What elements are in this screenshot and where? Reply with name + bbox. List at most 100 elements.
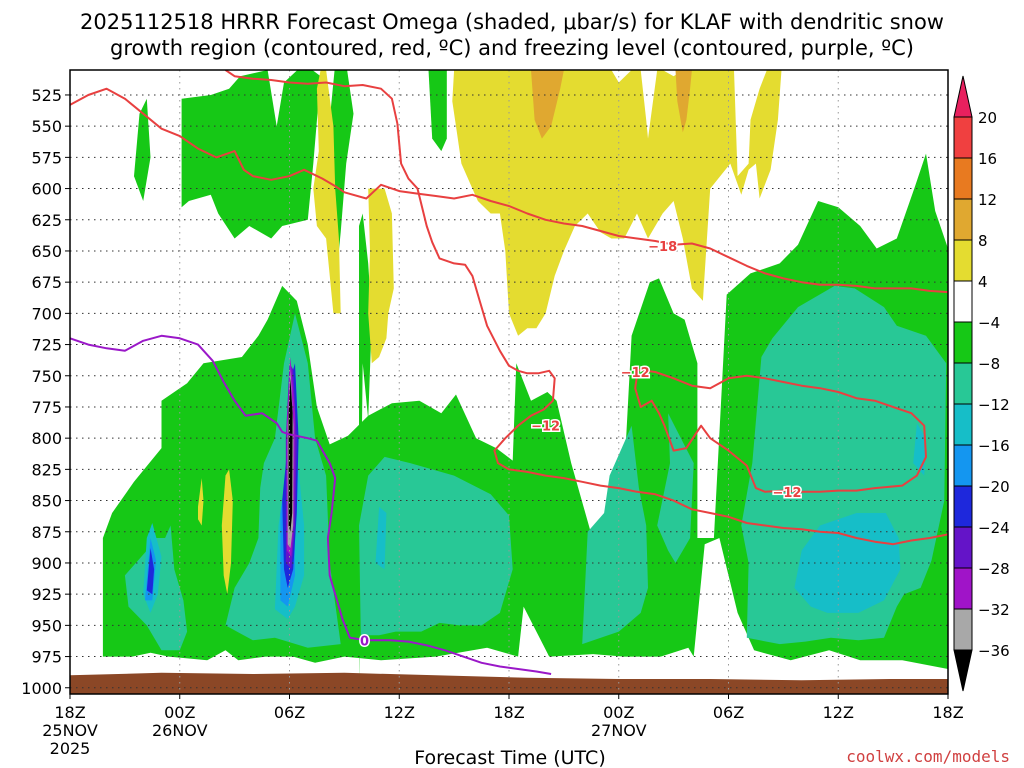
plot-area: −18 −12 −12 −12 0 xyxy=(69,69,949,695)
y-tick-label-775: 775 xyxy=(31,398,62,417)
colorbar-label-0: 20 xyxy=(978,109,997,127)
y-tick-label-750: 750 xyxy=(31,367,62,386)
colorbar-label-11: −28 xyxy=(978,560,1010,578)
y-tick-label-925: 925 xyxy=(31,585,62,604)
y-tick-label-650: 650 xyxy=(31,242,62,261)
x-tick-label-30: 00Z xyxy=(603,703,634,722)
omega-region-14 xyxy=(375,506,387,570)
colorbar-label-5: −4 xyxy=(978,314,1000,332)
omega-region-19 xyxy=(146,548,155,595)
colorbar-label-10: −24 xyxy=(978,519,1010,537)
x-tick-label-48: 18Z xyxy=(932,703,963,722)
colorbar-box-5 xyxy=(953,321,973,364)
omega-region-8 xyxy=(359,456,513,636)
grid-lines xyxy=(70,70,948,694)
colorbar-label-1: 16 xyxy=(978,150,997,168)
colorbar-box-8 xyxy=(953,444,973,487)
omega-region-4 xyxy=(359,213,372,688)
y-tick-label-950: 950 xyxy=(31,616,62,635)
y-axis: 525 550 575 600 625 650 675 700 725 750 775 800 825 8… xyxy=(21,86,70,698)
contour-labels: −18 −12 −12 −12 0 xyxy=(358,238,803,650)
colorbar-box-4 xyxy=(953,280,973,323)
chart-title-line1: 2025112518 HRRR Forecast Omega (shaded, … xyxy=(80,10,944,34)
contour-line-1 xyxy=(224,70,948,546)
y-tick-label-625: 625 xyxy=(31,211,62,230)
x-axis-label: Forecast Time (UTC) xyxy=(414,747,605,768)
y-tick-label-850: 850 xyxy=(31,492,62,511)
colorbar-label-9: −20 xyxy=(978,478,1010,496)
colorbar-box-11 xyxy=(953,567,973,610)
colorbar: 20 16 12 8 4 −4 −8 −12 −16 −20 −24 −28 −32 −36 xyxy=(953,75,1010,692)
x-tick-year-0: 2025 xyxy=(50,739,91,758)
contour-label-2: −12 xyxy=(531,420,560,435)
omega-region-7 xyxy=(225,313,341,648)
x-tick-label-18: 12Z xyxy=(384,703,415,722)
colorbar-label-8: −16 xyxy=(978,437,1010,455)
omega-region-15 xyxy=(794,513,901,613)
colorbar-box-12 xyxy=(953,608,973,651)
y-tick-label-975: 975 xyxy=(31,648,62,667)
colorbar-bottom-arrow xyxy=(953,649,973,692)
omega-region-10 xyxy=(657,413,694,563)
colorbar-box-6 xyxy=(953,362,973,405)
x-tick-label-12: 06Z xyxy=(274,703,305,722)
x-tick-label-36: 06Z xyxy=(713,703,744,722)
contour-line-2 xyxy=(634,368,927,493)
credit-text: coolwx.com/models xyxy=(846,747,1010,766)
omega-region-29 xyxy=(198,478,204,526)
omega-region-26 xyxy=(368,188,394,364)
colorbar-box-9 xyxy=(953,485,973,528)
omega-region-5 xyxy=(428,70,447,152)
contour-label-4: 0 xyxy=(360,634,369,649)
colorbar-label-3: 8 xyxy=(978,232,988,250)
omega-shading xyxy=(70,70,948,694)
colorbar-label-2: 12 xyxy=(978,191,997,209)
y-tick-label-1000: 1000 xyxy=(21,679,62,698)
colorbar-box-2 xyxy=(953,198,973,241)
y-tick-label-550: 550 xyxy=(31,117,62,136)
y-tick-label-800: 800 xyxy=(31,429,62,448)
contour-line-3 xyxy=(70,334,552,675)
colorbar-box-1 xyxy=(953,157,973,200)
omega-region-25 xyxy=(452,70,782,336)
colorbar-box-7 xyxy=(953,403,973,446)
colorbar-top-arrow xyxy=(953,75,973,118)
y-tick-label-825: 825 xyxy=(31,460,62,479)
x-tick-date-6: 26NOV xyxy=(152,721,208,740)
colorbar-label-7: −12 xyxy=(978,396,1010,414)
omega-region-3 xyxy=(134,98,151,201)
omega-region-9 xyxy=(582,425,648,645)
contour-label-1: −12 xyxy=(621,366,650,381)
contour-line-0 xyxy=(70,87,948,294)
contour-lines xyxy=(70,70,948,675)
omega-region-31 xyxy=(675,70,692,133)
y-tick-label-600: 600 xyxy=(31,180,62,199)
y-tick-label-700: 700 xyxy=(31,304,62,323)
y-tick-label-725: 725 xyxy=(31,336,62,355)
contour-label-3: −12 xyxy=(773,486,802,501)
omega-region-27 xyxy=(313,70,341,314)
contour-label-0: −18 xyxy=(648,240,677,255)
colorbar-label-6: −8 xyxy=(978,355,1000,373)
y-tick-label-575: 575 xyxy=(31,148,62,167)
colorbar-label-4: 4 xyxy=(978,273,988,291)
colorbar-box-3 xyxy=(953,239,973,282)
x-tick-label-42: 12Z xyxy=(823,703,854,722)
omega-region-1 xyxy=(181,70,321,239)
y-tick-label-900: 900 xyxy=(31,554,62,573)
y-tick-label-875: 875 xyxy=(31,523,62,542)
y-tick-label-525: 525 xyxy=(31,86,62,105)
colorbar-box-0 xyxy=(953,116,973,159)
colorbar-label-13: −36 xyxy=(978,642,1010,660)
colorbar-box-10 xyxy=(953,526,973,569)
x-tick-date-0: 25NOV xyxy=(42,721,98,740)
x-tick-label-0: 18Z xyxy=(54,703,85,722)
chart-title-line2: growth region (contoured, red, ºC) and f… xyxy=(110,36,914,60)
omega-region-24 xyxy=(288,378,293,532)
omega-region-30 xyxy=(531,70,564,139)
x-tick-label-6: 00Z xyxy=(164,703,195,722)
x-tick-date-30: 27NOV xyxy=(591,721,647,740)
x-tick-label-24: 18Z xyxy=(493,703,524,722)
